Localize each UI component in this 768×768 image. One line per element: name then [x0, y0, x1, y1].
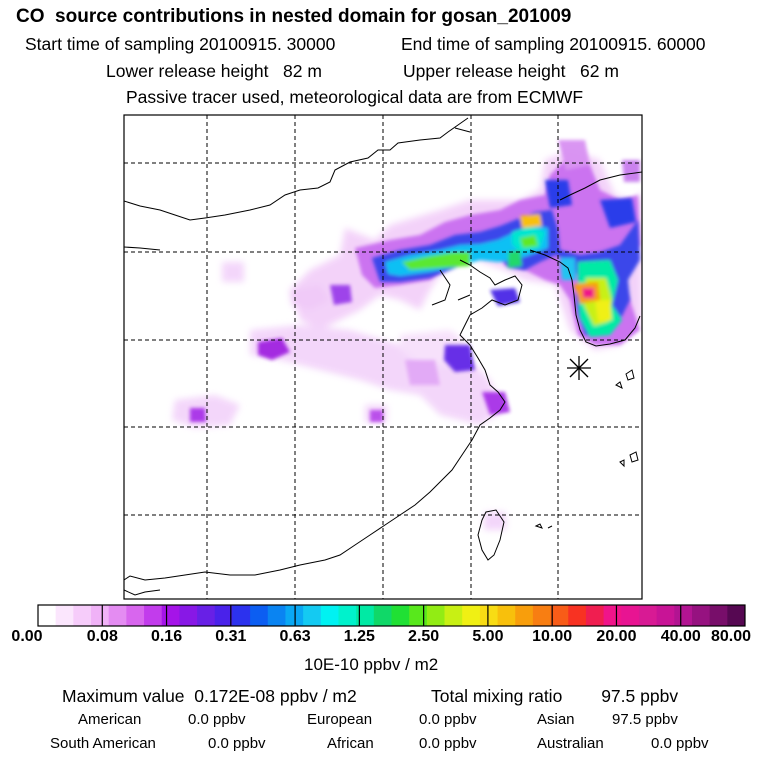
receptor-site-marker — [567, 356, 591, 380]
colorbar-swatch — [373, 605, 392, 626]
colorbar-swatch — [462, 605, 481, 626]
colorbar-swatch — [603, 605, 622, 626]
colorbar-tick-label: 5.00 — [472, 628, 504, 645]
colorbar-swatch — [285, 605, 304, 626]
end-time: End time of sampling 20100915. 60000 — [401, 34, 706, 54]
region-australian-label: Australian — [537, 735, 604, 752]
colorbar-unit: 10E-10 ppbv / m2 — [304, 655, 439, 674]
colorbar-frame — [37, 604, 746, 627]
colorbar-swatch — [250, 605, 269, 626]
colorbar-swatch — [267, 605, 286, 626]
colorbar-swatch — [179, 605, 198, 626]
colorbar-tick-label: 0.08 — [86, 628, 118, 645]
plot-title: CO source contributions in nested domain… — [16, 6, 572, 27]
colorbar-swatch — [585, 605, 604, 626]
colorbar-swatch — [320, 605, 339, 626]
colorbar-swatch — [197, 605, 216, 626]
colorbar-tick-label: 10.00 — [532, 628, 573, 645]
colorbar-swatch — [144, 605, 163, 626]
colorbar-swatch — [621, 605, 640, 626]
colorbar-swatch — [497, 605, 516, 626]
colorbar-swatch — [674, 605, 693, 626]
colorbar-swatch — [356, 605, 375, 626]
colorbar-swatch — [214, 605, 233, 626]
lower-release-height: Lower release height 82 m — [106, 61, 322, 81]
colorbar-tick-label: 0.31 — [215, 628, 247, 645]
total-mixing-ratio: Total mixing ratio 97.5 ppbv — [431, 686, 679, 706]
region-australian-value: 0.0 ppbv — [651, 735, 709, 752]
colorbar-swatch — [161, 605, 180, 626]
map-frame — [123, 114, 643, 600]
colorbar-swatch — [73, 605, 92, 626]
colorbar-tick-label: 1.25 — [343, 628, 375, 645]
colorbar-swatch — [479, 605, 498, 626]
colorbar-swatch — [391, 605, 410, 626]
region-african-value: 0.0 ppbv — [419, 735, 477, 752]
colorbar-swatch — [656, 605, 675, 626]
colorbar-swatch — [38, 605, 57, 626]
region-american-value: 0.0 ppbv — [188, 711, 246, 728]
region-south-american-value: 0.0 ppbv — [208, 735, 266, 752]
colorbar-swatch — [515, 605, 534, 626]
region-european-label: European — [307, 711, 373, 728]
colorbar-swatch — [91, 605, 110, 626]
colorbar-swatch — [232, 605, 251, 626]
colorbar-swatch — [108, 605, 127, 626]
colorbar-tick-label: 2.50 — [408, 628, 440, 645]
colorbar-swatch — [532, 605, 551, 626]
colorbar-swatch — [727, 605, 746, 626]
colorbar-dividers — [101, 605, 682, 626]
region-american-label: American — [78, 711, 142, 728]
region-asian-label: Asian — [537, 711, 575, 728]
coastlines — [124, 117, 642, 596]
colorbar-swatch — [409, 605, 428, 626]
colorbar-swatch — [568, 605, 587, 626]
colorbar-swatch — [638, 605, 658, 626]
colorbar-tick-label: 80.00 — [710, 628, 752, 645]
colorbar-tick-label: 20.00 — [596, 628, 637, 645]
start-time: Start time of sampling 20100915. 30000 — [25, 34, 336, 54]
colorbar-swatch — [126, 605, 145, 626]
colorbar-swatch — [691, 605, 711, 626]
region-european-value: 0.0 ppbv — [419, 711, 477, 728]
colorbar-swatch — [55, 605, 74, 626]
region-asian-value: 97.5 ppbv — [612, 711, 678, 728]
upper-release-height: Upper release height 62 m — [403, 61, 619, 81]
colorbar-tick-label: 0.63 — [279, 628, 311, 645]
region-south-american-label: South American — [50, 735, 156, 752]
colorbar-tick-label: 0.00 — [11, 628, 43, 645]
colorbar-swatch — [444, 605, 463, 626]
colorbar-tick-label: 40.00 — [660, 628, 701, 645]
colorbar-swatch — [338, 605, 357, 626]
region-african-label: African — [327, 735, 374, 752]
maximum-value: Maximum value 0.172E-08 ppbv / m2 — [62, 686, 357, 706]
tracer-note: Passive tracer used, meteorological data… — [126, 87, 584, 107]
colorbar-tick-label: 0.16 — [150, 628, 183, 645]
colorbar-swatches — [38, 605, 746, 626]
colorbar-swatch — [550, 605, 569, 626]
lat-lon-grid — [124, 115, 642, 599]
colorbar-swatch — [709, 605, 728, 626]
colorbar-swatch — [426, 605, 445, 626]
colorbar-swatch — [303, 605, 322, 626]
